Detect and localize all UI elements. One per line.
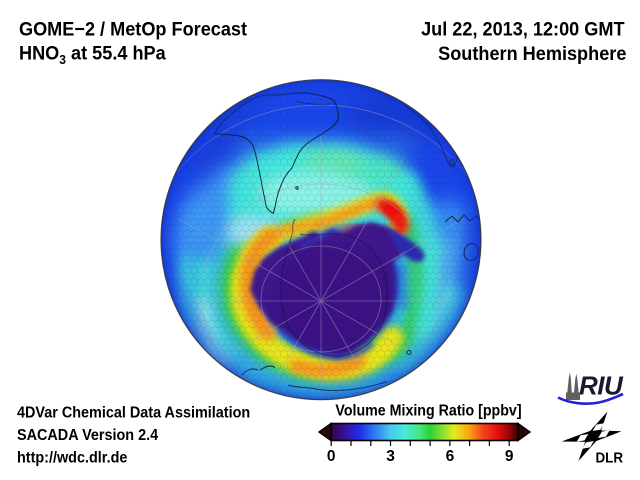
svg-text:9: 9	[505, 448, 514, 465]
svg-text:Southern Hemisphere: Southern Hemisphere	[438, 42, 626, 64]
svg-text:SACADA Version 2.4: SACADA Version 2.4	[17, 427, 159, 445]
svg-text:6: 6	[446, 448, 455, 465]
svg-text:GOME−2 / MetOp Forecast: GOME−2 / MetOp Forecast	[19, 18, 248, 40]
svg-text:Volume Mixing Ratio [ppbv]: Volume Mixing Ratio [ppbv]	[335, 402, 521, 420]
svg-text:0: 0	[327, 448, 336, 465]
svg-text:DLR: DLR	[596, 450, 624, 467]
svg-text:http://wdc.dlr.de: http://wdc.dlr.de	[17, 449, 127, 467]
svg-text:Jul 22, 2013, 12:00 GMT: Jul 22, 2013, 12:00 GMT	[421, 18, 625, 40]
svg-text:3: 3	[386, 448, 395, 465]
svg-text:4DVar Chemical Data Assimilati: 4DVar Chemical Data Assimilation	[17, 404, 250, 422]
svg-text:HNO3 at 55.4 hPa: HNO3 at 55.4 hPa	[19, 42, 166, 67]
